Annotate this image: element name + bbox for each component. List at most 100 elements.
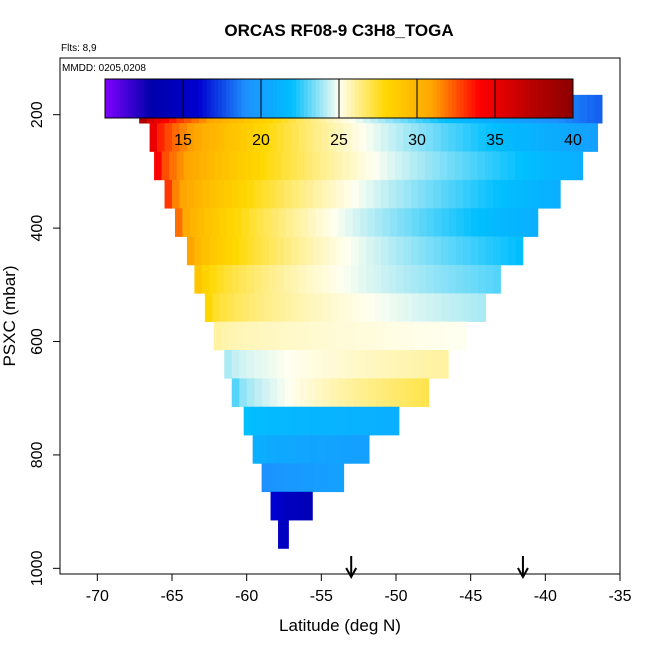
heatmap-cell-r7-c12 (293, 293, 302, 322)
heatmap-cell-r3-c15 (276, 179, 285, 209)
heatmap-cell-r1-c36 (418, 123, 427, 152)
heatmap-cell-r10-c25 (421, 378, 430, 408)
heatmap-cell-r1-c32 (388, 123, 397, 152)
colorbar-swatch-31 (225, 79, 231, 118)
heatmap-cell-r5-c18 (321, 236, 330, 266)
heatmap-cell-r1-c35 (410, 123, 419, 152)
heatmap-cell-r2-c18 (289, 151, 298, 181)
heatmap-cell-r1-c8 (209, 123, 218, 152)
colorbar-swatch-34 (237, 79, 242, 118)
colorbar-swatch-38 (253, 79, 258, 118)
heatmap-cell-r8-c32 (451, 321, 460, 351)
colorbar-swatch-97 (483, 79, 488, 118)
heatmap-cell-r14-c5 (305, 491, 313, 521)
heatmap-cell-r4-c21 (330, 208, 339, 237)
heatmap-cell-r1-c56 (567, 123, 576, 152)
heatmap-cell-r6-c29 (410, 264, 419, 294)
heatmap-cell-r2-c43 (477, 151, 486, 181)
heatmap-cell-r8-c13 (310, 321, 319, 351)
heatmap-cell-r2-c33 (402, 151, 411, 181)
y-tick-label-1000: 1000 (29, 550, 46, 586)
colorbar-swatch-32 (229, 79, 235, 118)
heatmap-cell-r10-c5 (269, 378, 278, 408)
heatmap-cell-r5-c15 (298, 236, 307, 266)
colorbar-swatch-88 (448, 79, 453, 118)
heatmap-cell-r12-c3 (274, 435, 283, 464)
x-axis-title: Latitude (deg N) (279, 616, 401, 635)
colorbar-swatch-63 (350, 79, 355, 118)
colorbar-swatch-86 (440, 79, 445, 118)
heatmap-cell-r1-c53 (545, 123, 554, 152)
heatmap-cell-r4-c39 (463, 208, 472, 237)
heatmap-cell-r5-c27 (388, 236, 397, 266)
colorbar-tick-label-25: 25 (330, 132, 348, 149)
colorbar-swatch-74 (393, 79, 398, 118)
colorbar-swatch-16 (167, 79, 172, 118)
heatmap-cell-r6-c3 (216, 264, 225, 294)
heatmap-cell-r8-c26 (406, 321, 415, 351)
heatmap-cell-r2-c51 (537, 151, 546, 181)
heatmap-cell-r5-c23 (358, 236, 367, 266)
colorbar-swatch-108 (526, 79, 531, 118)
heatmap-cell-r2-c22 (319, 151, 328, 181)
colorbar-swatch-30 (222, 79, 227, 118)
heatmap-cell-r6-c40 (493, 264, 501, 294)
heatmap-cell-r9-c20 (373, 350, 382, 379)
heatmap-cell-r11-c3 (265, 406, 274, 436)
colorbar: 15 20 25 30 35 40 (104, 78, 582, 149)
heatmap-cell-r6-c11 (276, 264, 285, 294)
heatmap-cell-r5-c41 (493, 236, 501, 266)
heatmap-cell-r5-c1 (194, 236, 203, 266)
colorbar-swatch-87 (444, 79, 449, 118)
heatmap-cell-r7-c33 (448, 293, 457, 322)
heatmap-cell-r3-c33 (410, 179, 419, 209)
heatmap-cell-r8-c9 (280, 321, 289, 351)
colorbar-swatch-35 (241, 79, 246, 118)
heatmap-cell-r13-c9 (328, 463, 337, 493)
heatmap-cell-r1-c26 (343, 123, 352, 152)
colorbar-swatch-20 (183, 79, 188, 118)
heatmap-cell-r1-c30 (373, 123, 382, 152)
heatmap-cell-r2-c0 (154, 151, 162, 181)
heatmap-cell-r10-c7 (284, 378, 293, 408)
heatmap-cell-r8-c4 (243, 321, 252, 351)
heatmap-cell-r5-c0 (186, 236, 195, 266)
heatmap-cell-r8-c0 (213, 321, 222, 351)
heatmap-cell-r12-c7 (303, 435, 312, 464)
heatmap-cell-r3-c20 (313, 179, 322, 209)
heatmap-cell-r2-c5 (191, 151, 200, 181)
heatmap-cell-r5-c11 (269, 236, 277, 266)
heatmap-cell-r8-c14 (317, 321, 326, 351)
heatmap-cell-r6-c33 (440, 264, 449, 294)
heatmap-cell-r1-c1 (157, 123, 165, 152)
heatmap-cell-r8-c28 (421, 321, 430, 351)
heatmap-cell-r5-c10 (261, 236, 270, 266)
colorbar-swatch-110 (534, 79, 539, 118)
heatmap-cell-r5-c25 (373, 236, 382, 266)
heatmap-cell-r9-c23 (396, 350, 404, 379)
y-tick-label-200: 200 (29, 101, 46, 128)
heatmap-cell-r2-c52 (545, 151, 553, 181)
heatmap-cell-r7-c21 (360, 293, 368, 322)
heatmap-cell-r1-c38 (433, 123, 442, 152)
colorbar-swatch-71 (381, 79, 387, 118)
colorbar-swatch-33 (233, 79, 238, 118)
heatmap-cell-r3-c11 (246, 179, 255, 209)
heatmap-cell-r2-c7 (206, 151, 215, 181)
heatmap-cell-r2-c44 (484, 151, 493, 181)
heatmap-cell-r4-c37 (449, 208, 457, 237)
heatmap-cell-r1-c44 (478, 123, 486, 152)
heatmap-cell-r13-c0 (261, 463, 270, 493)
heatmap-cell-r3-c27 (366, 179, 374, 209)
colorbar-swatch-72 (385, 79, 391, 118)
heatmap-cell-r9-c0 (224, 350, 233, 379)
heatmap-cell-r9-c27 (425, 350, 434, 379)
colorbar-swatch-66 (362, 79, 367, 118)
heatmap-cell-r9-c10 (298, 350, 307, 379)
heatmap-cell-r3-c13 (261, 179, 270, 209)
heatmap-cell-r8-c27 (414, 321, 423, 351)
heatmap-cell-r2-c13 (251, 151, 260, 181)
heatmap-cell-r13-c10 (336, 463, 345, 493)
heatmap-cell-r8-c15 (325, 321, 333, 351)
heatmap-cell-r7-c29 (419, 293, 427, 322)
